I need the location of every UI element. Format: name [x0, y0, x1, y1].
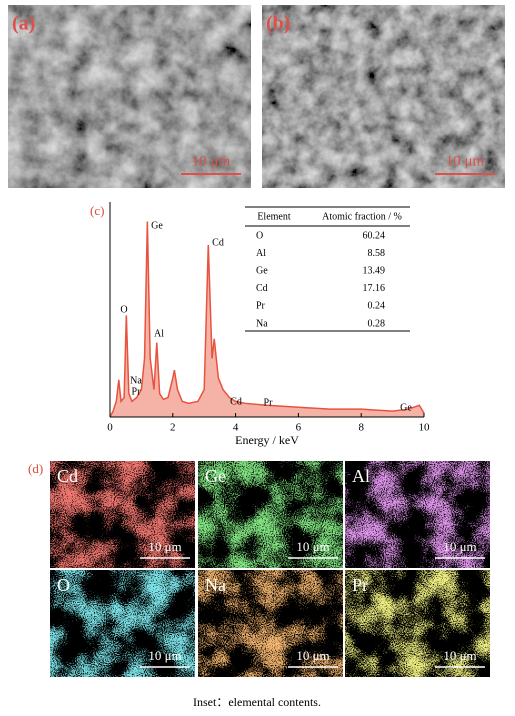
spectrum-line — [109, 221, 425, 418]
table-cell: Cd — [256, 283, 268, 294]
x-tick-label: 4 — [233, 422, 239, 434]
panel-label: (d) — [28, 461, 43, 476]
x-axis-label: Energy / keV — [235, 433, 299, 447]
x-tick-label: 0 — [107, 422, 113, 434]
x-tick-label: 6 — [296, 422, 302, 434]
panel-label: (c) — [90, 203, 104, 218]
table-header: Element — [257, 211, 291, 222]
table-cell: 0.28 — [368, 318, 386, 329]
table-cell: Ge — [256, 265, 268, 276]
element-label: Pr — [352, 575, 368, 595]
scale-bar-label: 10 μm — [192, 153, 231, 169]
table-header: Atomic fraction / % — [322, 211, 402, 222]
element-map — [198, 570, 343, 677]
table-cell: 60.24 — [363, 230, 386, 241]
element-map — [50, 461, 195, 568]
element-label: Cd — [57, 466, 78, 486]
scale-bar-label: 10 μm — [148, 648, 181, 663]
element-map — [345, 570, 490, 677]
peak-label: O — [120, 304, 127, 315]
element-map — [345, 461, 490, 568]
table-cell: Al — [256, 248, 266, 259]
peak-label: Ge — [400, 402, 412, 413]
peak-label: Cd — [212, 237, 224, 248]
table-cell: Pr — [256, 301, 266, 312]
peak-label: Na — [130, 375, 142, 386]
panel-label: (b) — [266, 13, 290, 35]
table-cell: 8.58 — [368, 248, 386, 259]
spectrum-area — [110, 221, 424, 417]
scale-bar-label: 10 μm — [148, 539, 181, 554]
element-label: O — [57, 575, 70, 595]
table-cell: Na — [256, 318, 268, 329]
sem-image — [262, 5, 505, 188]
x-tick-label: 10 — [419, 422, 431, 434]
element-label: Ge — [205, 466, 226, 486]
scale-bar-label: 10 μm — [443, 539, 476, 554]
scale-bar-label: 10 μm — [296, 648, 329, 663]
element-map — [198, 461, 343, 568]
scale-bar-label: 10 μm — [296, 539, 329, 554]
element-label: Na — [205, 575, 226, 595]
scale-bar-label: 10 μm — [446, 153, 485, 169]
peak-label: Al — [154, 328, 164, 339]
element-map — [50, 570, 195, 677]
x-tick-label: 2 — [170, 422, 176, 434]
scale-bar-label: 10 μm — [443, 648, 476, 663]
sem-image — [8, 5, 251, 188]
peak-label: Ge — [151, 220, 163, 231]
element-label: Al — [352, 466, 370, 486]
table-cell: 0.24 — [368, 301, 386, 312]
x-tick-label: 8 — [358, 422, 364, 434]
caption: Inset：elemental contents. — [193, 695, 321, 709]
peak-label: Cd — [230, 396, 242, 407]
table-cell: 13.49 — [363, 265, 386, 276]
table-cell: O — [256, 230, 263, 241]
table-cell: 17.16 — [363, 283, 386, 294]
peak-label: Pr — [132, 386, 142, 397]
peak-label: Pr — [264, 397, 274, 408]
panel-label: (a) — [12, 13, 35, 35]
